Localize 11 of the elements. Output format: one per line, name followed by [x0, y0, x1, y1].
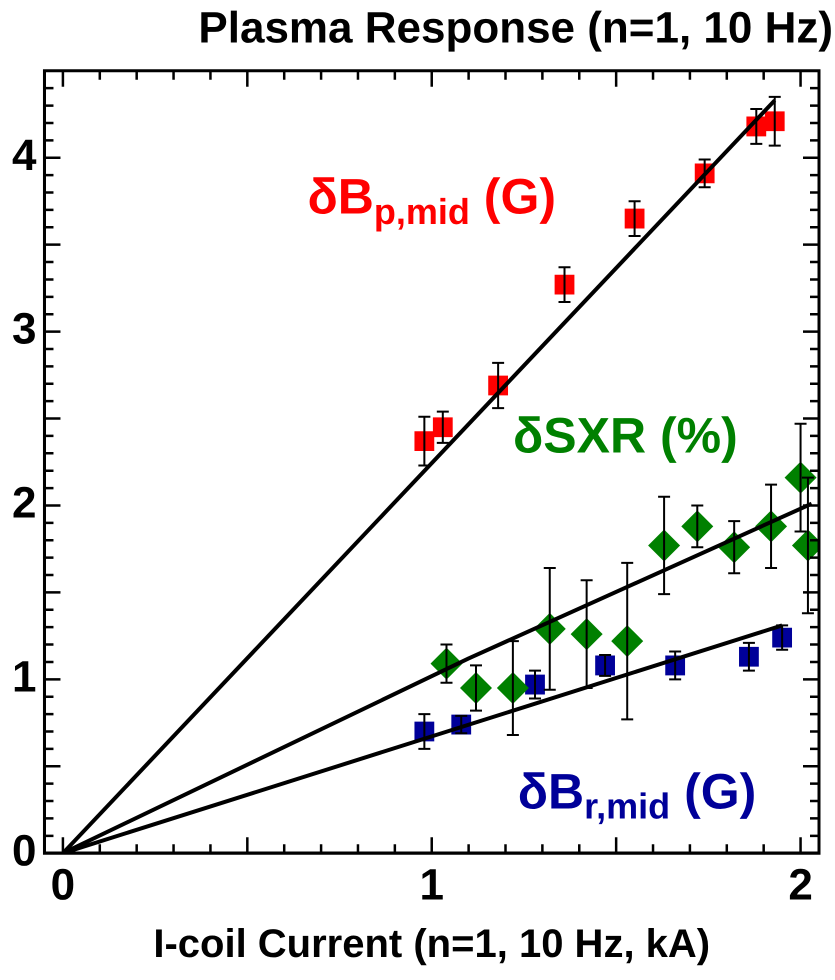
x-axis-title: I-coil Current (n=1, 10 Hz, kA) — [153, 922, 710, 966]
y-tick-label: 4 — [12, 130, 37, 180]
x-tick-label: 1 — [419, 860, 444, 910]
x-tick-label: 0 — [50, 860, 76, 910]
y-tick-label: 0 — [12, 826, 36, 876]
chart-title: Plasma Response (n=1, 10 Hz) — [198, 4, 833, 53]
x-tick-label: 2 — [788, 860, 813, 910]
y-tick-label: 2 — [12, 478, 36, 528]
y-tick-label: 3 — [12, 304, 36, 354]
series-label: δSXR (%) — [512, 407, 738, 464]
y-tick-label: 1 — [12, 652, 36, 702]
